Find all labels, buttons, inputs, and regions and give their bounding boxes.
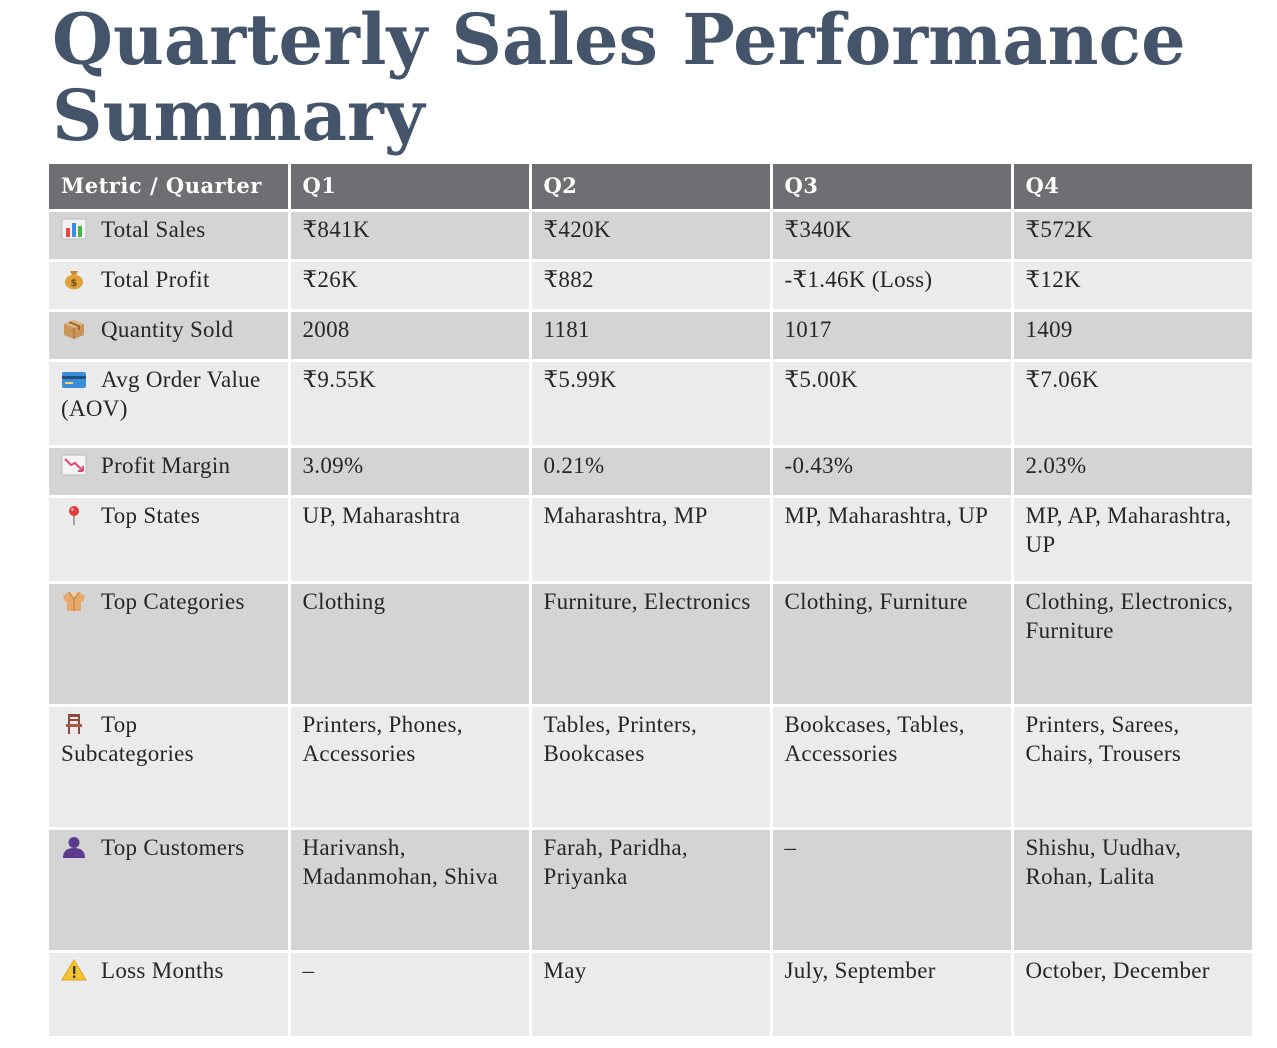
table-row: Loss Months – May July, September Octobe… <box>49 950 1252 1039</box>
bar-chart-icon <box>61 218 87 240</box>
money-bag-icon: $ <box>61 268 87 290</box>
table-cell: ₹5.99K <box>528 359 773 448</box>
warning-icon <box>61 959 87 981</box>
metric-label: Total Profit <box>101 267 210 292</box>
metric-cell: Top States <box>49 495 291 584</box>
table-cell: Farah, Paridha, Priyanka <box>528 827 773 953</box>
table-cell: Maharashtra, MP <box>528 495 773 584</box>
table-cell: Clothing, Electronics, Furniture <box>1010 581 1252 707</box>
table-cell: Clothing <box>287 581 532 707</box>
quarterly-summary-table: Metric / Quarter Q1 Q2 Q3 Q4 Total Sales… <box>49 161 1252 1039</box>
table-cell: Tables, Printers, Bookcases <box>528 704 773 830</box>
credit-card-icon <box>61 368 87 390</box>
table-cell: ₹26K <box>287 259 532 312</box>
table-row: Avg Order Value (AOV) ₹9.55K ₹5.99K ₹5.0… <box>49 359 1252 448</box>
table-row: Top States UP, Maharashtra Maharashtra, … <box>49 495 1252 584</box>
metric-label: Top Categories <box>101 589 245 614</box>
table-cell: Clothing, Furniture <box>769 581 1014 707</box>
table-header-row: Metric / Quarter Q1 Q2 Q3 Q4 <box>49 161 1252 212</box>
table-row: Total Sales ₹841K ₹420K ₹340K ₹572K <box>49 209 1252 262</box>
table-cell: 1017 <box>769 309 1014 362</box>
table-cell: – <box>287 950 532 1039</box>
table-cell: 1181 <box>528 309 773 362</box>
table-cell: Shishu, Uudhav, Rohan, Lalita <box>1010 827 1252 953</box>
column-header-q3: Q3 <box>769 161 1014 212</box>
table-cell: Printers, Sarees, Chairs, Trousers <box>1010 704 1252 830</box>
table-row: Profit Margin 3.09% 0.21% -0.43% 2.03% <box>49 445 1252 498</box>
table-cell: 0.21% <box>528 445 773 498</box>
metric-label: Top States <box>101 503 201 528</box>
metric-label: Avg Order Value (AOV) <box>61 367 261 421</box>
column-header-q4: Q4 <box>1010 161 1252 212</box>
table-cell: ₹420K <box>528 209 773 262</box>
metric-cell: Loss Months <box>49 950 291 1039</box>
table-cell: 1409 <box>1010 309 1252 362</box>
table-cell: ₹5.00K <box>769 359 1014 448</box>
table-cell: ₹9.55K <box>287 359 532 448</box>
table-cell: May <box>528 950 773 1039</box>
metric-cell: Avg Order Value (AOV) <box>49 359 291 448</box>
table-cell: – <box>769 827 1014 953</box>
metric-label: Total Sales <box>101 217 206 242</box>
table-cell: October, December <box>1010 950 1252 1039</box>
table-cell: Printers, Phones, Accessories <box>287 704 532 830</box>
table-cell: 2.03% <box>1010 445 1252 498</box>
table-row: Top Subcategories Printers, Phones, Acce… <box>49 704 1252 830</box>
table-cell: ₹12K <box>1010 259 1252 312</box>
metric-cell: Top Subcategories <box>49 704 291 830</box>
metric-cell: Profit Margin <box>49 445 291 498</box>
svg-text:$: $ <box>70 278 77 289</box>
metric-label: Quantity Sold <box>101 317 234 342</box>
person-silhouette-icon <box>61 836 87 858</box>
chair-icon <box>61 713 87 735</box>
table-row: Top Categories Clothing Furniture, Elect… <box>49 581 1252 707</box>
table-cell: ₹841K <box>287 209 532 262</box>
table-cell: ₹572K <box>1010 209 1252 262</box>
metric-label: Profit Margin <box>101 453 231 478</box>
metric-label: Loss Months <box>101 958 224 983</box>
table-cell: MP, Maharashtra, UP <box>769 495 1014 584</box>
package-icon <box>61 318 87 340</box>
metric-cell: Top Categories <box>49 581 291 707</box>
table-cell: 3.09% <box>287 445 532 498</box>
column-header-metric: Metric / Quarter <box>49 161 291 212</box>
table-cell: ₹7.06K <box>1010 359 1252 448</box>
table-cell: 2008 <box>287 309 532 362</box>
table-cell: Harivansh, Madanmohan, Shiva <box>287 827 532 953</box>
table-row: Quantity Sold 2008 1181 1017 1409 <box>49 309 1252 362</box>
column-header-q2: Q2 <box>528 161 773 212</box>
round-pushpin-icon <box>61 504 87 526</box>
page-title: Quarterly Sales Performance Summary <box>52 0 1186 157</box>
table-cell: -0.43% <box>769 445 1014 498</box>
table-cell: ₹882 <box>528 259 773 312</box>
table-cell: Furniture, Electronics <box>528 581 773 707</box>
column-header-q1: Q1 <box>287 161 532 212</box>
table-cell: ₹340K <box>769 209 1014 262</box>
metric-cell: $ Total Profit <box>49 259 291 312</box>
table-cell: -₹1.46K (Loss) <box>769 259 1014 312</box>
metric-cell: Top Customers <box>49 827 291 953</box>
metric-label: Top Customers <box>101 835 245 860</box>
metric-label: Top Subcategories <box>61 712 194 766</box>
coat-icon <box>61 590 87 612</box>
table-cell: July, September <box>769 950 1014 1039</box>
metric-cell: Quantity Sold <box>49 309 291 362</box>
table-cell: MP, AP, Maharashtra, UP <box>1010 495 1252 584</box>
table-row: Top Customers Harivansh, Madanmohan, Shi… <box>49 827 1252 953</box>
metric-cell: Total Sales <box>49 209 291 262</box>
table-row: $ Total Profit ₹26K ₹882 -₹1.46K (Loss) … <box>49 259 1252 312</box>
table-cell: UP, Maharashtra <box>287 495 532 584</box>
chart-decreasing-icon <box>61 454 87 476</box>
table-cell: Bookcases, Tables, Accessories <box>769 704 1014 830</box>
